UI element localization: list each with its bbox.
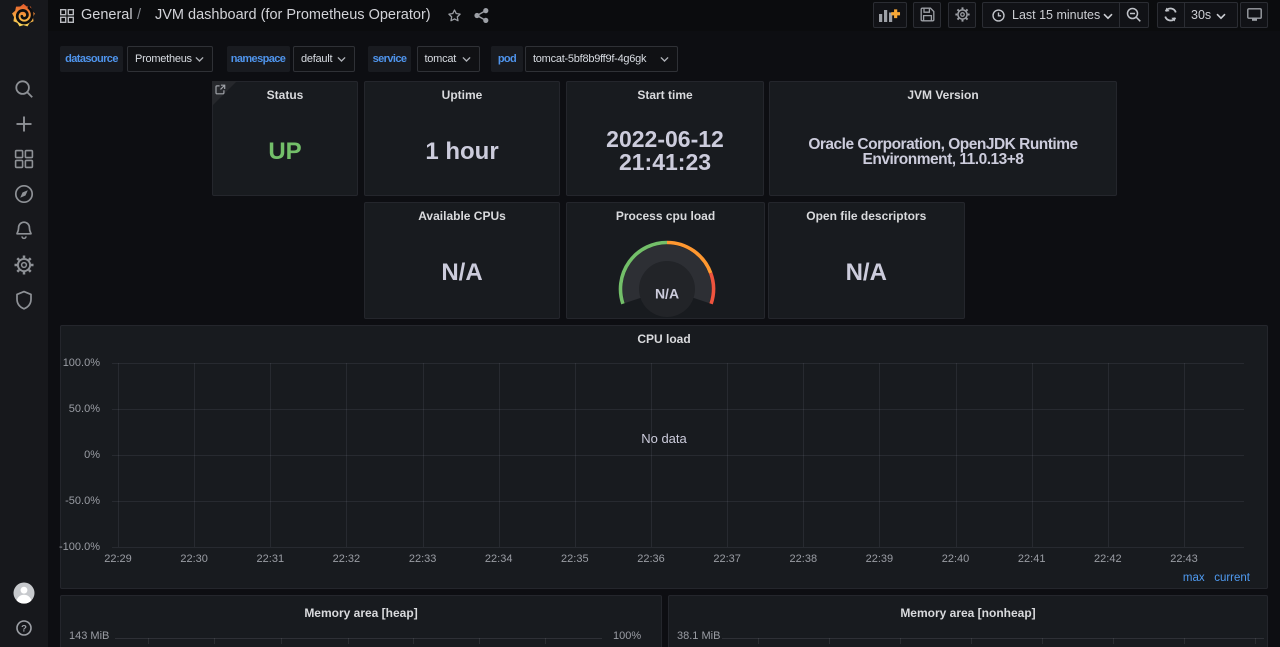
svg-text:?: ? bbox=[21, 623, 27, 634]
svg-text:N/A: N/A bbox=[654, 286, 678, 302]
